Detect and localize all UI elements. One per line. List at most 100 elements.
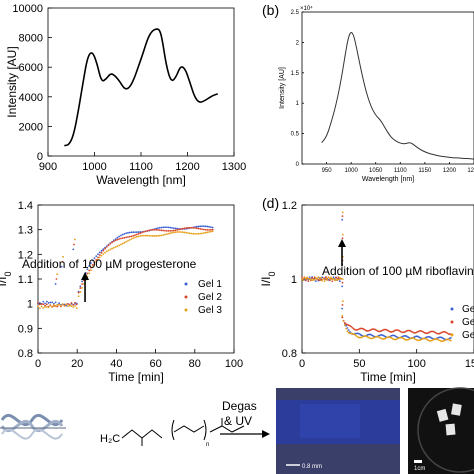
data-point — [330, 276, 332, 279]
data-point — [121, 233, 124, 236]
data-point — [61, 303, 64, 305]
data-point — [181, 231, 184, 234]
y-tick-label: 1 — [27, 299, 33, 311]
y-tick-label: 8000 — [19, 33, 43, 45]
series-3 — [37, 230, 214, 310]
panel-label: (b) — [262, 2, 279, 18]
data-point — [204, 231, 207, 234]
data-point — [206, 231, 209, 234]
y-tick-label: 2 — [296, 40, 300, 46]
data-point — [102, 248, 105, 251]
y-tick-label: 10000 — [12, 3, 43, 15]
data-point — [320, 276, 322, 279]
gel-piece — [445, 423, 456, 436]
data-point — [322, 278, 325, 280]
legend-label: Gel 3 — [198, 305, 222, 316]
x-tick-label: 1100 — [129, 161, 153, 173]
data-point — [130, 231, 133, 234]
x-axis-label: Time [min] — [360, 370, 416, 384]
data-point — [44, 306, 46, 308]
data-point — [123, 241, 126, 244]
data-point — [174, 227, 177, 230]
data-point — [341, 211, 344, 214]
y-tick-label: 0.9 — [18, 323, 33, 335]
data-point — [88, 269, 91, 272]
data-point — [67, 303, 69, 305]
data-point — [331, 280, 334, 283]
data-point — [449, 339, 452, 342]
data-point — [135, 233, 138, 236]
data-point — [197, 232, 200, 235]
data-point — [86, 272, 89, 275]
data-point — [407, 329, 409, 332]
data-point — [160, 229, 163, 232]
data-point — [155, 235, 158, 237]
data-point — [195, 225, 198, 228]
data-point — [135, 231, 138, 234]
data-point — [328, 279, 331, 282]
data-point — [98, 256, 101, 259]
data-point — [157, 229, 159, 231]
data-point — [51, 301, 54, 304]
data-point — [79, 291, 82, 293]
annotation-arrowhead — [81, 272, 90, 280]
data-point — [65, 304, 68, 307]
data-point — [105, 245, 108, 248]
y-tick-label: 0.5 — [291, 132, 300, 138]
data-point — [303, 276, 306, 279]
data-point — [327, 276, 330, 279]
panel-c-kinetics: 0 20 40 60 80 100 0.8 0.9 1 1.1 1.2 1.3 1.4 Time [min… — [0, 200, 243, 384]
data-point — [114, 239, 117, 242]
data-point — [56, 305, 59, 308]
y-tick-label: 0 — [37, 151, 43, 163]
data-point — [378, 330, 380, 333]
data-point — [172, 227, 175, 230]
data-point — [195, 227, 198, 230]
data-point — [130, 238, 133, 240]
data-point — [54, 301, 57, 304]
data-point — [301, 277, 303, 280]
data-point — [328, 277, 331, 280]
data-point — [346, 330, 349, 333]
x-tick-label: 100 — [225, 358, 243, 370]
x-tick-label: 150 — [465, 358, 474, 370]
data-point — [153, 228, 156, 231]
panel-b-spectrum: (b) ×10⁴ 950 1000 1050 1100 1150 1200 1250 0 0.5 1 1… — [262, 2, 474, 183]
data-point — [149, 234, 152, 237]
data-point — [185, 231, 188, 234]
data-point — [45, 300, 48, 303]
data-point — [132, 231, 135, 234]
data-point — [111, 247, 113, 250]
data-point — [155, 228, 158, 231]
data-point — [74, 301, 76, 304]
data-point — [97, 253, 99, 256]
data-point — [343, 322, 346, 324]
data-point — [359, 333, 361, 336]
data-point — [199, 232, 202, 235]
chem-n-text: n — [206, 442, 209, 448]
legend-marker — [184, 282, 188, 286]
data-point — [118, 238, 121, 240]
data-point — [111, 241, 113, 244]
data-point — [211, 226, 214, 229]
legend-label: Ge — [462, 330, 474, 341]
data-point — [176, 228, 179, 231]
data-point — [141, 234, 143, 237]
data-point — [134, 236, 136, 239]
data-point — [178, 228, 181, 231]
data-point — [88, 265, 91, 267]
data-point — [104, 247, 106, 250]
data-point — [206, 228, 209, 231]
panel-a-spectrum: 900 1000 1100 1200 1300 0 2000 4000 6000 8000 1000… — [5, 3, 246, 187]
data-point — [134, 234, 136, 237]
x-tick-label: 0 — [299, 358, 305, 370]
data-point — [56, 304, 59, 306]
data-point — [127, 239, 129, 242]
data-point — [120, 237, 122, 240]
data-point — [149, 229, 152, 231]
x-tick-label: 60 — [149, 358, 161, 370]
data-point — [301, 276, 303, 278]
annotation-arrowhead — [338, 239, 346, 247]
data-point — [125, 236, 128, 239]
y-tick-label: 1 — [291, 274, 297, 286]
